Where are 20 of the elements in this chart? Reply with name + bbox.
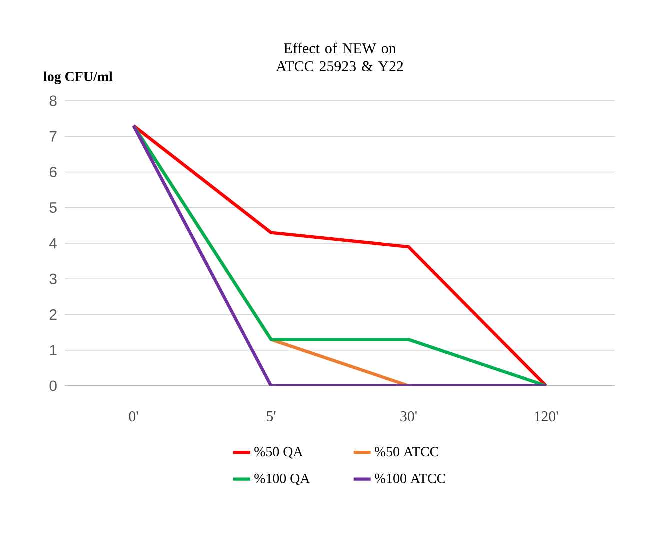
y-tick-label: 3 [50,274,57,284]
y-tick-label: 6 [50,166,57,178]
legend-label: %100 ATCC [374,474,446,484]
x-tick-label: 30' [400,412,417,422]
y-tick-label: 0 [50,380,57,392]
y-tick-label: 4 [50,238,58,249]
y-tick-label: 7 [50,131,57,142]
x-tick-label: 5' [267,412,276,422]
chart-title: Effect of NEW on ATCC 25923 & Y22 [276,42,404,72]
y-tick-label: 8 [50,96,57,106]
line-series [132,124,548,386]
x-tick-label: 0' [129,412,138,422]
legend-label: %50 QA [254,447,304,459]
y-axis-title: log CFU/ml [44,72,113,84]
legend-label: %100 QA [254,474,310,486]
y-tick-label: 2 [50,310,57,320]
legend-label: %50 ATCC [374,447,438,457]
y-tick-label: 5 [50,202,57,214]
x-tick-label: 120' [535,412,558,422]
y-tick-label: 1 [50,345,57,356]
